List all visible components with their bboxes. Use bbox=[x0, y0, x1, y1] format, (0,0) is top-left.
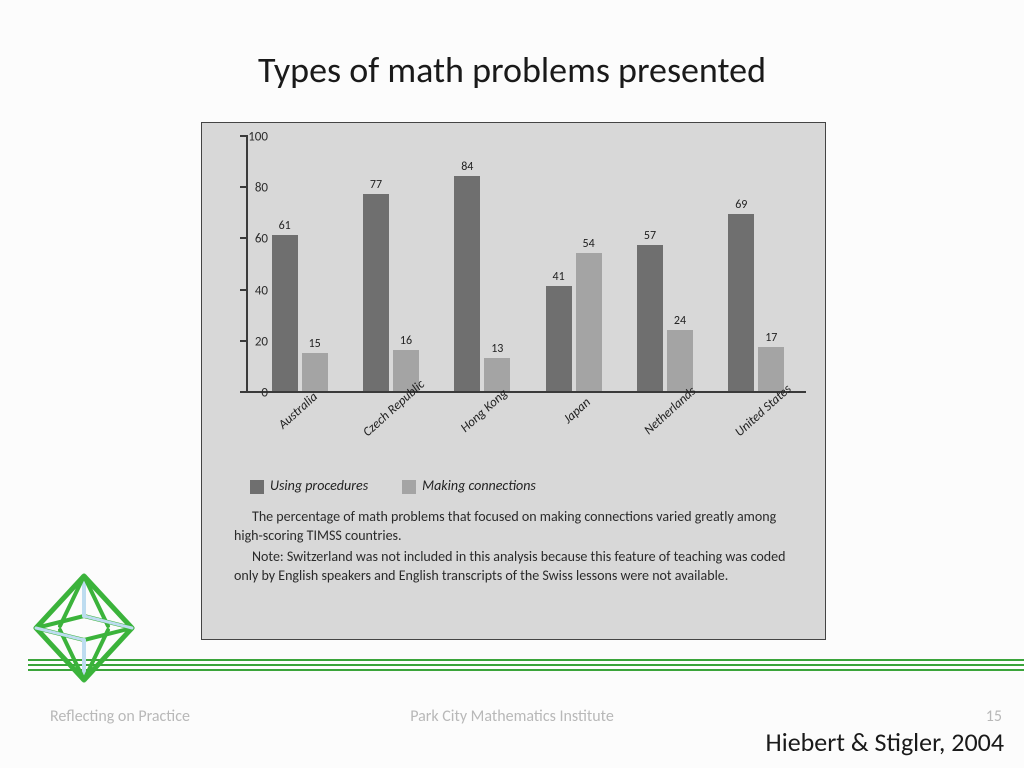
bar: 54 bbox=[576, 253, 602, 391]
bars-area: 611577168413415457246917 bbox=[254, 135, 802, 391]
decorative-stripe bbox=[28, 659, 1024, 671]
bar-value-label: 24 bbox=[674, 314, 686, 328]
bar-value-label: 15 bbox=[309, 337, 321, 351]
category-label: Netherlands bbox=[639, 382, 743, 487]
bar: 61 bbox=[272, 235, 298, 391]
bar-group: 4154 bbox=[539, 253, 609, 391]
bar-value-label: 16 bbox=[400, 334, 412, 348]
page-number: 15 bbox=[986, 707, 1002, 726]
bar: 77 bbox=[363, 194, 389, 391]
legend-item: Using procedures bbox=[250, 477, 368, 494]
citation-text: Hiebert & Stigler, 2004 bbox=[766, 726, 1004, 758]
bar-value-label: 54 bbox=[583, 237, 595, 251]
slide-title: Types of math problems presented bbox=[0, 48, 1024, 92]
bar-value-label: 13 bbox=[491, 342, 503, 356]
bar-value-label: 41 bbox=[553, 270, 565, 284]
bar: 84 bbox=[454, 176, 480, 391]
y-tick bbox=[240, 135, 246, 137]
bar-group: 84 13 bbox=[447, 176, 517, 391]
caption-paragraph: The percentage of math problems that foc… bbox=[234, 508, 799, 546]
stripe-band bbox=[28, 669, 1024, 671]
footer-center-text: Park City Mathematics Institute bbox=[0, 707, 1024, 726]
y-tick bbox=[240, 340, 246, 342]
bar-value-label: 57 bbox=[644, 229, 656, 243]
category-label: Czech Republic bbox=[360, 382, 464, 487]
chart-legend: Using procedures Making connections bbox=[250, 477, 813, 494]
bar: 41 bbox=[546, 286, 572, 391]
bar: 24 bbox=[667, 330, 693, 391]
bar: 57 bbox=[637, 245, 663, 391]
bar-value-label: 77 bbox=[370, 178, 382, 192]
bar-group: 69 17 bbox=[721, 214, 791, 391]
bar-value-label: 84 bbox=[461, 160, 473, 174]
bar-value-label: 17 bbox=[765, 331, 777, 345]
y-tick bbox=[240, 391, 246, 393]
bar-group: 77 16 bbox=[356, 194, 426, 391]
bar-group: 5724 bbox=[630, 245, 700, 391]
legend-item: Making connections bbox=[402, 477, 536, 494]
y-tick bbox=[240, 237, 246, 239]
y-tick bbox=[240, 186, 246, 188]
bar-value-label: 61 bbox=[279, 219, 291, 233]
category-label: Hong Kong bbox=[453, 382, 557, 487]
bar-value-label: 69 bbox=[735, 198, 747, 212]
y-axis bbox=[246, 135, 248, 393]
category-labels: AustraliaCzech RepublicHong KongJapanNet… bbox=[254, 393, 813, 471]
bar-group: 61 15 bbox=[265, 235, 335, 391]
y-tick bbox=[240, 289, 246, 291]
category-label: Japan bbox=[546, 382, 650, 487]
logo-octahedron-icon bbox=[24, 568, 144, 688]
chart-caption: The percentage of math problems that foc… bbox=[234, 508, 799, 586]
legend-swatch bbox=[250, 480, 264, 494]
chart-plot-area: 020406080100 611577168413415457246917 bbox=[246, 135, 806, 393]
category-label: United States bbox=[733, 382, 837, 487]
caption-paragraph: Note: Switzerland was not included in th… bbox=[234, 548, 799, 586]
chart-container: 020406080100 611577168413415457246917 Au… bbox=[201, 122, 826, 640]
bar: 69 bbox=[728, 214, 754, 391]
category-label: Australia bbox=[267, 382, 371, 487]
